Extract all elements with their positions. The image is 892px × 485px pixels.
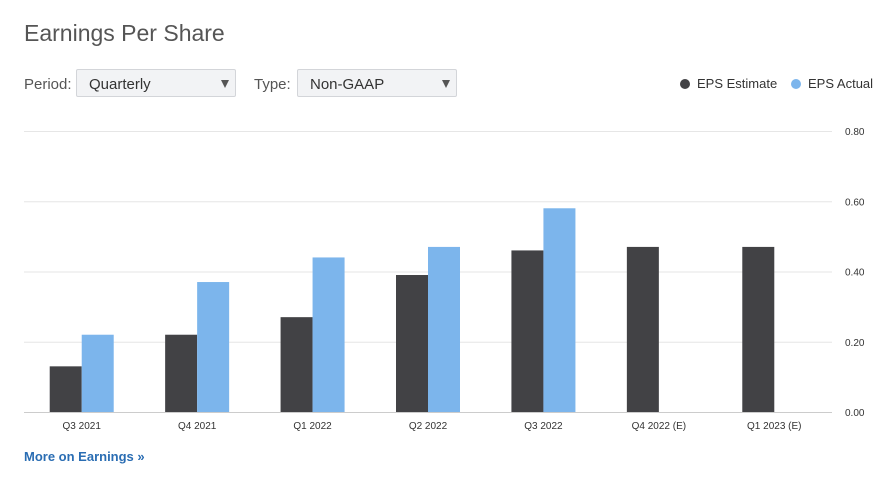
legend-dot-actual bbox=[791, 79, 801, 89]
x-tick-label: Q3 2021 bbox=[63, 421, 102, 432]
y-tick-label: 0.20 bbox=[845, 338, 865, 349]
period-label: Period: bbox=[24, 76, 72, 93]
bar-eps-actual bbox=[543, 208, 576, 412]
chevron-down-icon bbox=[221, 80, 229, 88]
bar-eps-estimate bbox=[280, 317, 313, 412]
x-tick-label: Q4 2021 bbox=[178, 421, 217, 432]
y-tick-label: 0.80 bbox=[845, 127, 865, 138]
y-tick-label: 0.00 bbox=[845, 408, 865, 419]
bar-eps-estimate bbox=[396, 275, 428, 412]
x-tick-label: Q1 2023 (E) bbox=[747, 421, 801, 432]
legend-label-estimate: EPS Estimate bbox=[697, 76, 778, 91]
bar-eps-estimate bbox=[49, 366, 82, 412]
eps-bar-chart: 0.00 0.20 0.40 0.60 0.80 Q3 2021 Q4 2021 Q1 202… bbox=[24, 127, 865, 432]
legend-label-actual: EPS Actual bbox=[808, 76, 874, 91]
y-tick-label: 0.40 bbox=[845, 268, 865, 279]
bar-eps-estimate bbox=[165, 334, 198, 412]
more-on-earnings-link[interactable]: More on Earnings » bbox=[24, 449, 145, 464]
bar-eps-actual bbox=[312, 257, 345, 412]
type-label: Type: bbox=[254, 76, 291, 93]
x-tick-label: Q1 2022 bbox=[293, 421, 332, 432]
x-tick-label: Q2 2022 bbox=[409, 421, 448, 432]
page-title: Earnings Per Share bbox=[24, 20, 225, 46]
bar-eps-actual bbox=[428, 246, 460, 412]
type-select[interactable]: Non-GAAP bbox=[297, 69, 457, 97]
bar-eps-actual bbox=[81, 334, 114, 412]
bar-eps-estimate bbox=[742, 246, 775, 412]
type-select-value: Non-GAAP bbox=[310, 76, 385, 93]
period-select[interactable]: Quarterly bbox=[76, 69, 236, 97]
period-select-value: Quarterly bbox=[89, 76, 151, 93]
bar-eps-estimate bbox=[626, 246, 659, 412]
y-tick-label: 0.60 bbox=[845, 197, 865, 208]
x-tick-label: Q3 2022 bbox=[524, 421, 563, 432]
bar-eps-actual bbox=[197, 282, 230, 412]
chevron-down-icon bbox=[442, 80, 450, 88]
x-tick-label: Q4 2022 (E) bbox=[632, 421, 686, 432]
legend-dot-estimate bbox=[680, 79, 690, 89]
bar-eps-estimate bbox=[511, 250, 544, 412]
